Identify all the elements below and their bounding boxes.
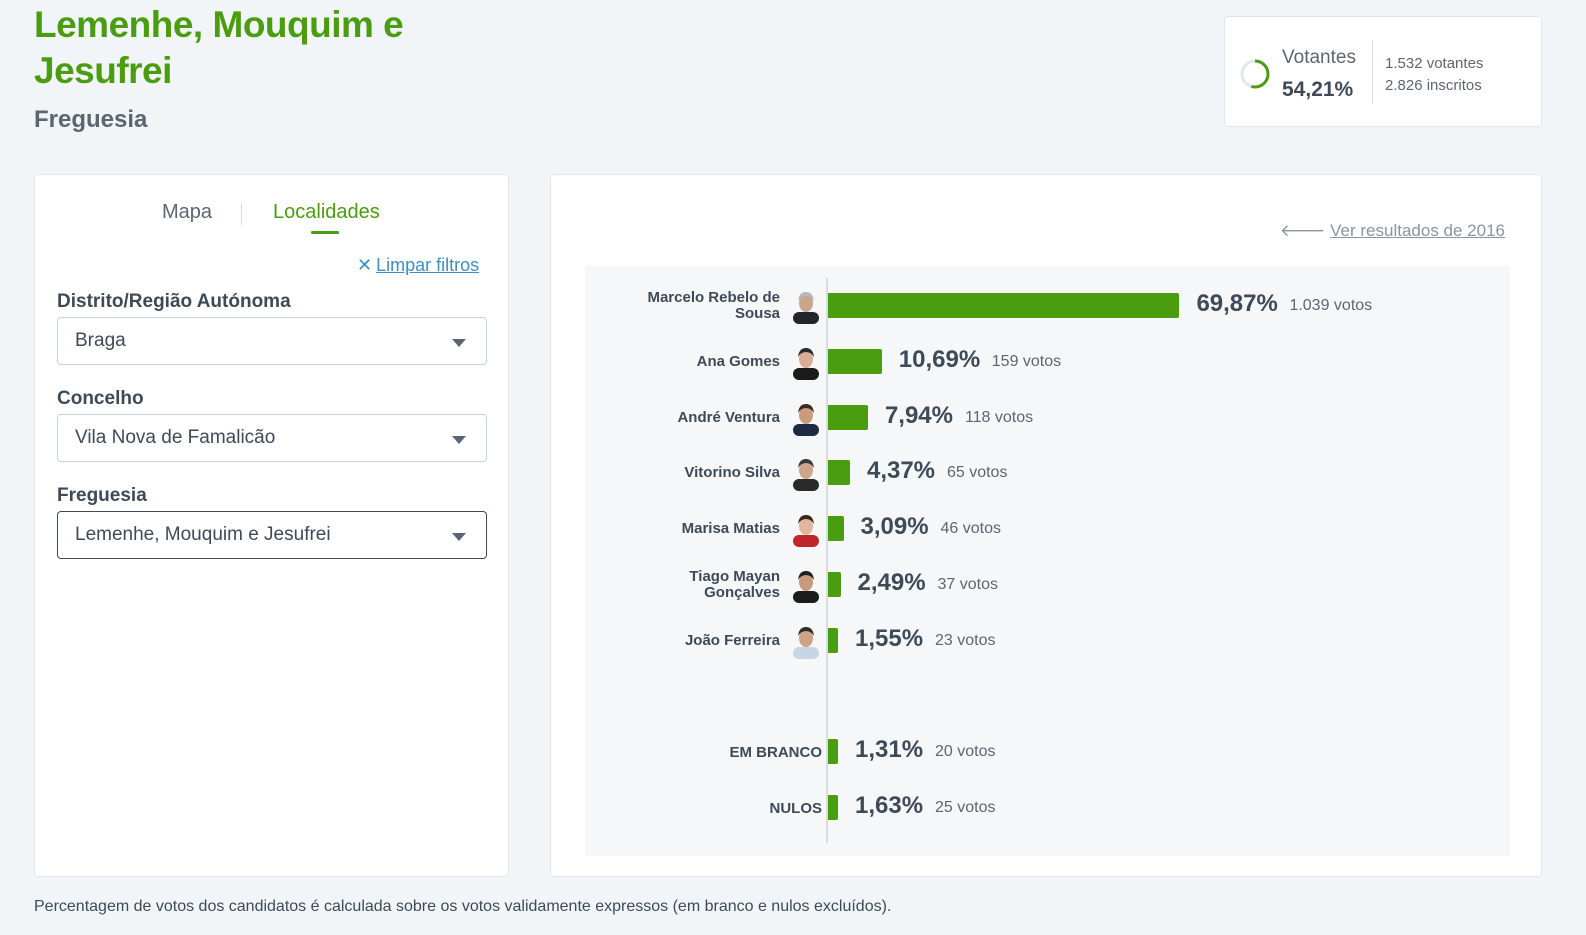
result-votes: 25 votos bbox=[935, 799, 996, 816]
chevron-down-icon bbox=[452, 339, 466, 347]
council-label: Concelho bbox=[57, 388, 144, 409]
council-select[interactable]: Vila Nova de Famalicão bbox=[57, 414, 487, 462]
previous-results-link[interactable]: 🡐 Ver resultados de 2016 bbox=[1280, 221, 1505, 241]
chevron-down-icon bbox=[452, 436, 466, 444]
voters-label: Votantes bbox=[1282, 47, 1356, 68]
voters-detail: 1.532 votantes 2.826 inscritos bbox=[1385, 53, 1483, 97]
divider bbox=[241, 203, 242, 225]
result-votes: 159 votos bbox=[991, 353, 1062, 370]
result-bar bbox=[828, 349, 882, 374]
candidate-avatar bbox=[791, 511, 821, 547]
result-row: João Ferreira 1,55% 23 votos bbox=[585, 621, 1510, 661]
result-percent: 7,94% bbox=[884, 402, 953, 429]
candidate-name: Ana Gomes bbox=[696, 353, 780, 370]
parish-label: Freguesia bbox=[57, 485, 147, 506]
candidate-name: Marisa Matias bbox=[681, 520, 780, 537]
result-percent: 10,69% bbox=[898, 346, 981, 373]
candidate-name: Marcelo Rebelo de Sousa bbox=[647, 289, 780, 322]
chart-axis bbox=[826, 278, 828, 843]
filters-panel: Mapa Localidades ✕ Limpar filtros Distrit… bbox=[34, 174, 509, 877]
result-bar bbox=[828, 293, 1180, 318]
district-select[interactable]: Braga bbox=[57, 317, 487, 365]
council-value: Vila Nova de Famalicão bbox=[75, 427, 276, 448]
page-subtitle: Freguesia bbox=[34, 106, 148, 133]
candidate-name: NULOS bbox=[769, 800, 823, 817]
district-label: Distrito/Região Autónoma bbox=[57, 291, 291, 312]
result-percent: 1,55% bbox=[855, 625, 924, 652]
result-row: Ana Gomes 10,69% 159 votos bbox=[585, 342, 1510, 382]
result-percent: 4,37% bbox=[866, 457, 936, 484]
candidate-name: Tiago Mayan Gonçalves bbox=[689, 568, 780, 601]
active-tab-indicator bbox=[311, 231, 339, 234]
registered-count: 2.826 inscritos bbox=[1385, 77, 1482, 94]
results-chart: Marcelo Rebelo de Sousa 69,87% 1.039 votos… bbox=[585, 266, 1510, 856]
result-percent: 1,63% bbox=[855, 792, 924, 819]
district-value: Braga bbox=[75, 330, 126, 351]
parish-value: Lemenhe, Mouquim e Jesufrei bbox=[75, 524, 331, 545]
footnote: Percentagem de votos dos candidatos é ca… bbox=[34, 898, 892, 915]
result-row: Vitorino Silva 4,37% 65 votos bbox=[585, 453, 1510, 493]
candidate-avatar bbox=[791, 623, 821, 659]
voters-card: Votantes 54,21% 1.532 votantes 2.826 ins… bbox=[1224, 16, 1542, 127]
result-percent: 1,31% bbox=[855, 736, 924, 763]
divider bbox=[1372, 41, 1373, 103]
candidate-name: EM BRANCO bbox=[729, 744, 823, 761]
result-bar bbox=[828, 795, 838, 820]
result-percent: 69,87% bbox=[1196, 290, 1278, 317]
tab-mapa[interactable]: Mapa bbox=[162, 201, 213, 223]
result-bar bbox=[828, 739, 838, 764]
candidate-name: Vitorino Silva bbox=[684, 464, 780, 481]
result-bar bbox=[828, 460, 850, 485]
result-row: André Ventura 7,94% 118 votos bbox=[585, 398, 1510, 438]
result-row: Marisa Matias 3,09% 46 votos bbox=[585, 509, 1510, 549]
tab-localidades[interactable]: Localidades bbox=[273, 201, 380, 223]
result-bar bbox=[828, 628, 838, 653]
voters-percent: 54,21% bbox=[1282, 78, 1354, 101]
result-bar bbox=[828, 572, 841, 597]
clear-filters-label: Limpar filtros bbox=[376, 255, 480, 275]
close-icon: ✕ bbox=[357, 255, 373, 275]
result-row: NULOS 1,63% 25 votos bbox=[585, 788, 1510, 828]
result-votes: 37 votos bbox=[937, 576, 998, 593]
page-title: Lemenhe, Mouquim e Jesufrei bbox=[34, 4, 404, 91]
result-votes: 118 votos bbox=[964, 409, 1034, 426]
turnout-ring-icon bbox=[1240, 59, 1270, 89]
result-row: Marcelo Rebelo de Sousa 69,87% 1.039 votos bbox=[585, 286, 1510, 326]
chevron-down-icon bbox=[452, 533, 466, 541]
candidate-avatar bbox=[791, 344, 821, 380]
voters-count: 1.532 votantes bbox=[1385, 55, 1484, 72]
result-votes: 65 votos bbox=[946, 464, 1008, 481]
result-votes: 23 votos bbox=[935, 632, 996, 649]
result-percent: 2,49% bbox=[857, 569, 926, 596]
candidate-avatar bbox=[791, 288, 821, 324]
previous-results-label: Ver resultados de 2016 bbox=[1330, 221, 1505, 240]
result-bar bbox=[828, 516, 844, 541]
arrow-left-icon: 🡐 bbox=[1279, 221, 1326, 240]
parish-select[interactable]: Lemenhe, Mouquim e Jesufrei bbox=[57, 511, 487, 559]
results-panel: 🡐 Ver resultados de 2016 Marcelo Rebelo … bbox=[550, 174, 1542, 877]
result-percent: 3,09% bbox=[860, 513, 929, 540]
candidate-avatar bbox=[791, 455, 821, 491]
result-votes: 46 votos bbox=[940, 520, 1002, 537]
candidate-name: João Ferreira bbox=[684, 632, 780, 649]
result-row: Tiago Mayan Gonçalves 2,49% 37 votos bbox=[585, 565, 1510, 605]
result-bar bbox=[828, 405, 868, 430]
result-votes: 20 votos bbox=[935, 743, 996, 760]
candidate-avatar bbox=[791, 567, 821, 603]
candidate-avatar bbox=[791, 400, 821, 436]
result-votes: 1.039 votos bbox=[1289, 297, 1373, 314]
candidate-name: André Ventura bbox=[677, 409, 780, 426]
result-row: EM BRANCO 1,31% 20 votos bbox=[585, 732, 1510, 772]
clear-filters-link[interactable]: ✕ Limpar filtros bbox=[357, 255, 479, 276]
